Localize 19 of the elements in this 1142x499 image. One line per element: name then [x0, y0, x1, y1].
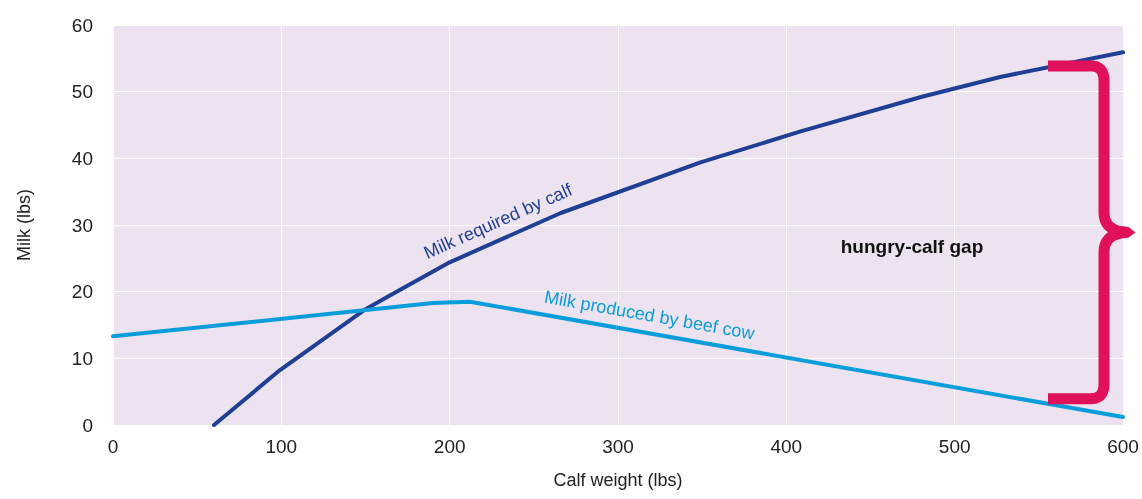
x-tick-label: 500: [938, 436, 971, 457]
x-tick-label: 300: [602, 436, 634, 457]
x-tick-label: 200: [433, 436, 466, 457]
text: Milk produced by beef cow: [542, 286, 757, 344]
x-tick-label: 600: [1107, 436, 1139, 457]
y-tick-label: 10: [71, 347, 93, 369]
x-tick-label: 100: [265, 436, 298, 457]
x-axis-title: Calf weight (lbs): [553, 470, 683, 490]
y-tick-label: 30: [71, 214, 93, 236]
line-series: [212, 50, 1125, 427]
y-tick-label: 50: [71, 81, 93, 103]
x-tick-label: 0: [107, 436, 119, 457]
y-tick-label: 20: [71, 281, 93, 303]
annotation: hungry-calf gap: [840, 235, 984, 257]
x-tick-label: 400: [770, 436, 803, 457]
y-axis-title: Milk (lbs): [14, 189, 34, 261]
y-tick-label: 60: [71, 14, 93, 36]
y-tick-label: 0: [82, 414, 93, 436]
y-tick-label: 40: [71, 147, 93, 169]
